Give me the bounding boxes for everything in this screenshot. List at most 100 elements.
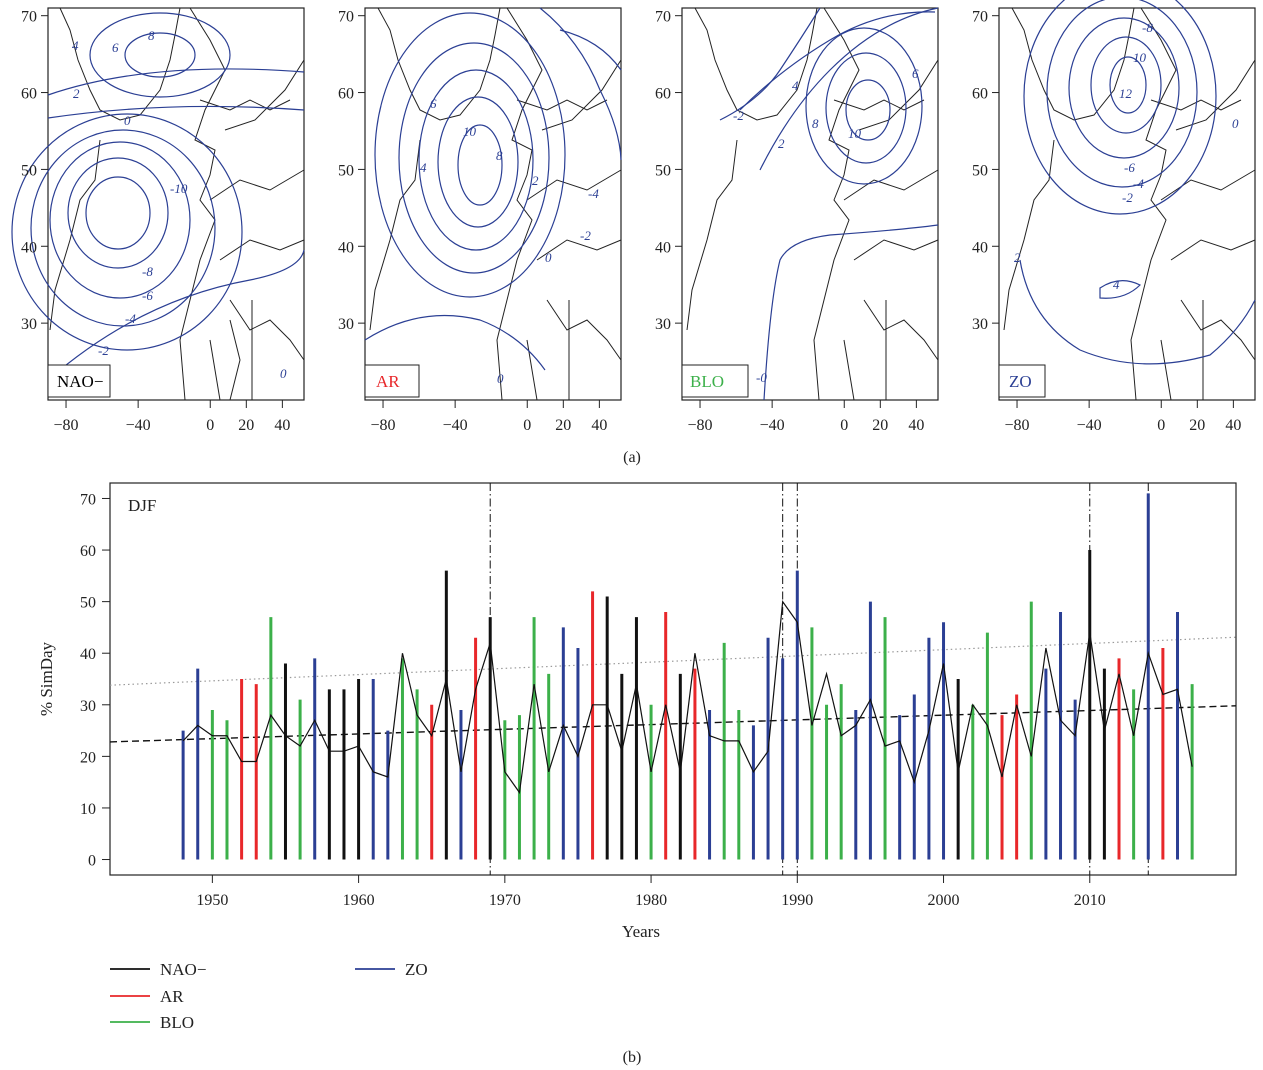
map-y-tick-label: 40 bbox=[338, 239, 354, 256]
map-x-tick-label: 40 bbox=[1225, 417, 1241, 434]
plot-frame bbox=[109, 482, 1237, 876]
map-y-tick-label: 60 bbox=[338, 86, 354, 103]
x-axis-title: Years bbox=[622, 922, 660, 941]
map-y-tick-label: 70 bbox=[655, 9, 671, 26]
trend-line-black bbox=[109, 705, 1237, 743]
contour-label: -0 bbox=[756, 370, 767, 385]
map-y-tick-label: 60 bbox=[655, 86, 671, 103]
x-tick-label: 1950 bbox=[196, 892, 228, 909]
panel-b: DJF 1950 1960 1970 1980 1990 2000 2010 0 10 20 30 4… bbox=[37, 482, 1237, 1066]
contour-label: 4 bbox=[1113, 277, 1120, 292]
contour-label: 6 bbox=[912, 66, 919, 81]
contour-label: -2 bbox=[98, 343, 109, 358]
map-x-tick-label: 0 bbox=[206, 417, 214, 434]
contour-label: -8 bbox=[142, 264, 153, 279]
x-tick-label: 2010 bbox=[1074, 892, 1106, 909]
contour-label: -6 bbox=[142, 288, 153, 303]
map-legend-box bbox=[47, 364, 111, 398]
contours bbox=[1019, 0, 1256, 365]
contour-label: 2 bbox=[532, 173, 539, 188]
map-x-tick-label: 40 bbox=[908, 417, 924, 434]
map-x-tick-label: 0 bbox=[1157, 417, 1165, 434]
map-label: ZO bbox=[1009, 372, 1032, 391]
contour-label: 0 bbox=[1232, 116, 1239, 131]
contour-label: -2 bbox=[733, 108, 744, 123]
map-label: NAO− bbox=[57, 372, 103, 391]
map-y-tick-label: 70 bbox=[21, 9, 37, 26]
map-x-tick-label: −80 bbox=[688, 417, 713, 434]
contour-label: -10 bbox=[170, 181, 188, 196]
contour-label: 0 bbox=[545, 250, 552, 265]
legend-label: BLO bbox=[160, 1013, 194, 1032]
legend-label: ZO bbox=[405, 960, 428, 979]
map-frame bbox=[47, 7, 305, 401]
map-x-tick-label: −40 bbox=[760, 417, 785, 434]
map-x-tick-label: 20 bbox=[238, 417, 254, 434]
legend-label: NAO− bbox=[160, 960, 206, 979]
line-series bbox=[182, 599, 1193, 795]
map-frame bbox=[681, 7, 939, 401]
map-x-tick-label: 40 bbox=[591, 417, 607, 434]
map-zo: -8 10 12 -6 -4 -2 0 4 2 ZO bbox=[998, 0, 1256, 401]
map-x-tick-label: −40 bbox=[1077, 417, 1102, 434]
contour-label: -8 bbox=[1142, 20, 1153, 35]
map-label: AR bbox=[376, 372, 400, 391]
legend: NAO− AR BLO ZO bbox=[110, 960, 428, 1032]
map-y-tick-label: 60 bbox=[21, 86, 37, 103]
contour-label: -4 bbox=[1133, 176, 1144, 191]
contour-label: 10 bbox=[848, 126, 862, 141]
chart-axes: 1950 1960 1970 1980 1990 2000 2010 0 10 20 30 40 50 6… bbox=[80, 491, 1106, 909]
legend-item-ar: AR bbox=[110, 987, 184, 1006]
map-x-tick-label: 20 bbox=[1189, 417, 1205, 434]
map-label: BLO bbox=[690, 372, 724, 391]
map-y-tick-label: 30 bbox=[972, 316, 988, 333]
contour-label: 2 bbox=[73, 86, 80, 101]
map-legend-box bbox=[998, 364, 1046, 398]
contour-label: 10 bbox=[463, 124, 477, 139]
map-y-tick-label: 40 bbox=[21, 239, 37, 256]
y-tick-label: 20 bbox=[80, 749, 96, 766]
map-legend-box bbox=[364, 364, 420, 398]
x-tick-label: 2000 bbox=[928, 892, 960, 909]
legend-item-blo: BLO bbox=[110, 1013, 194, 1032]
legend-item-nao: NAO− bbox=[110, 960, 206, 979]
coastline bbox=[369, 7, 622, 401]
contours bbox=[364, 7, 622, 371]
map-y-tick-label: 60 bbox=[972, 86, 988, 103]
contour-label: 8 bbox=[496, 148, 503, 163]
contour-label: 12 bbox=[1119, 86, 1133, 101]
y-tick-label: 10 bbox=[80, 801, 96, 818]
coastline bbox=[1003, 7, 1256, 401]
contours bbox=[719, 7, 939, 401]
contour-label: 6 bbox=[112, 40, 119, 55]
map-y-tick-label: 30 bbox=[21, 316, 37, 333]
map-x-tick-label: 20 bbox=[555, 417, 571, 434]
map-y-tick-label: 50 bbox=[338, 162, 354, 179]
map-x-tick-label: −40 bbox=[443, 417, 468, 434]
map-y-tick-label: 30 bbox=[655, 316, 671, 333]
map-ar: 6 10 8 4 2 0 -2 -4 0 AR bbox=[364, 7, 622, 401]
chart-layer bbox=[109, 483, 1237, 875]
map-nao: 6 4 8 2 0 -10 -8 -6 -4 -2 0 NAO− bbox=[11, 7, 305, 401]
map-y-tick-label: 50 bbox=[21, 162, 37, 179]
map-frame bbox=[998, 7, 1256, 401]
x-tick-label: 1980 bbox=[635, 892, 667, 909]
contour-label: 0 bbox=[124, 113, 131, 128]
season-label: DJF bbox=[128, 496, 156, 515]
contour-label: 8 bbox=[148, 28, 155, 43]
caption-b: (b) bbox=[623, 1049, 642, 1066]
map-x-tick-label: 20 bbox=[872, 417, 888, 434]
contours bbox=[11, 12, 305, 381]
contour-labels: -2 4 8 2 10 6 -0 bbox=[733, 66, 919, 385]
map-x-tick-label: −80 bbox=[54, 417, 79, 434]
map-x-tick-label: 0 bbox=[840, 417, 848, 434]
contour-label: 6 bbox=[430, 96, 437, 111]
contour-label: -2 bbox=[580, 228, 591, 243]
map-x-tick-label: 40 bbox=[274, 417, 290, 434]
contour-label: 4 bbox=[420, 160, 427, 175]
contour-label: 8 bbox=[812, 116, 819, 131]
contour-labels: -8 10 12 -6 -4 -2 0 4 2 bbox=[1014, 20, 1239, 292]
y-tick-label: 0 bbox=[88, 853, 96, 870]
x-tick-label: 1960 bbox=[343, 892, 375, 909]
y-tick-label: 60 bbox=[80, 543, 96, 560]
